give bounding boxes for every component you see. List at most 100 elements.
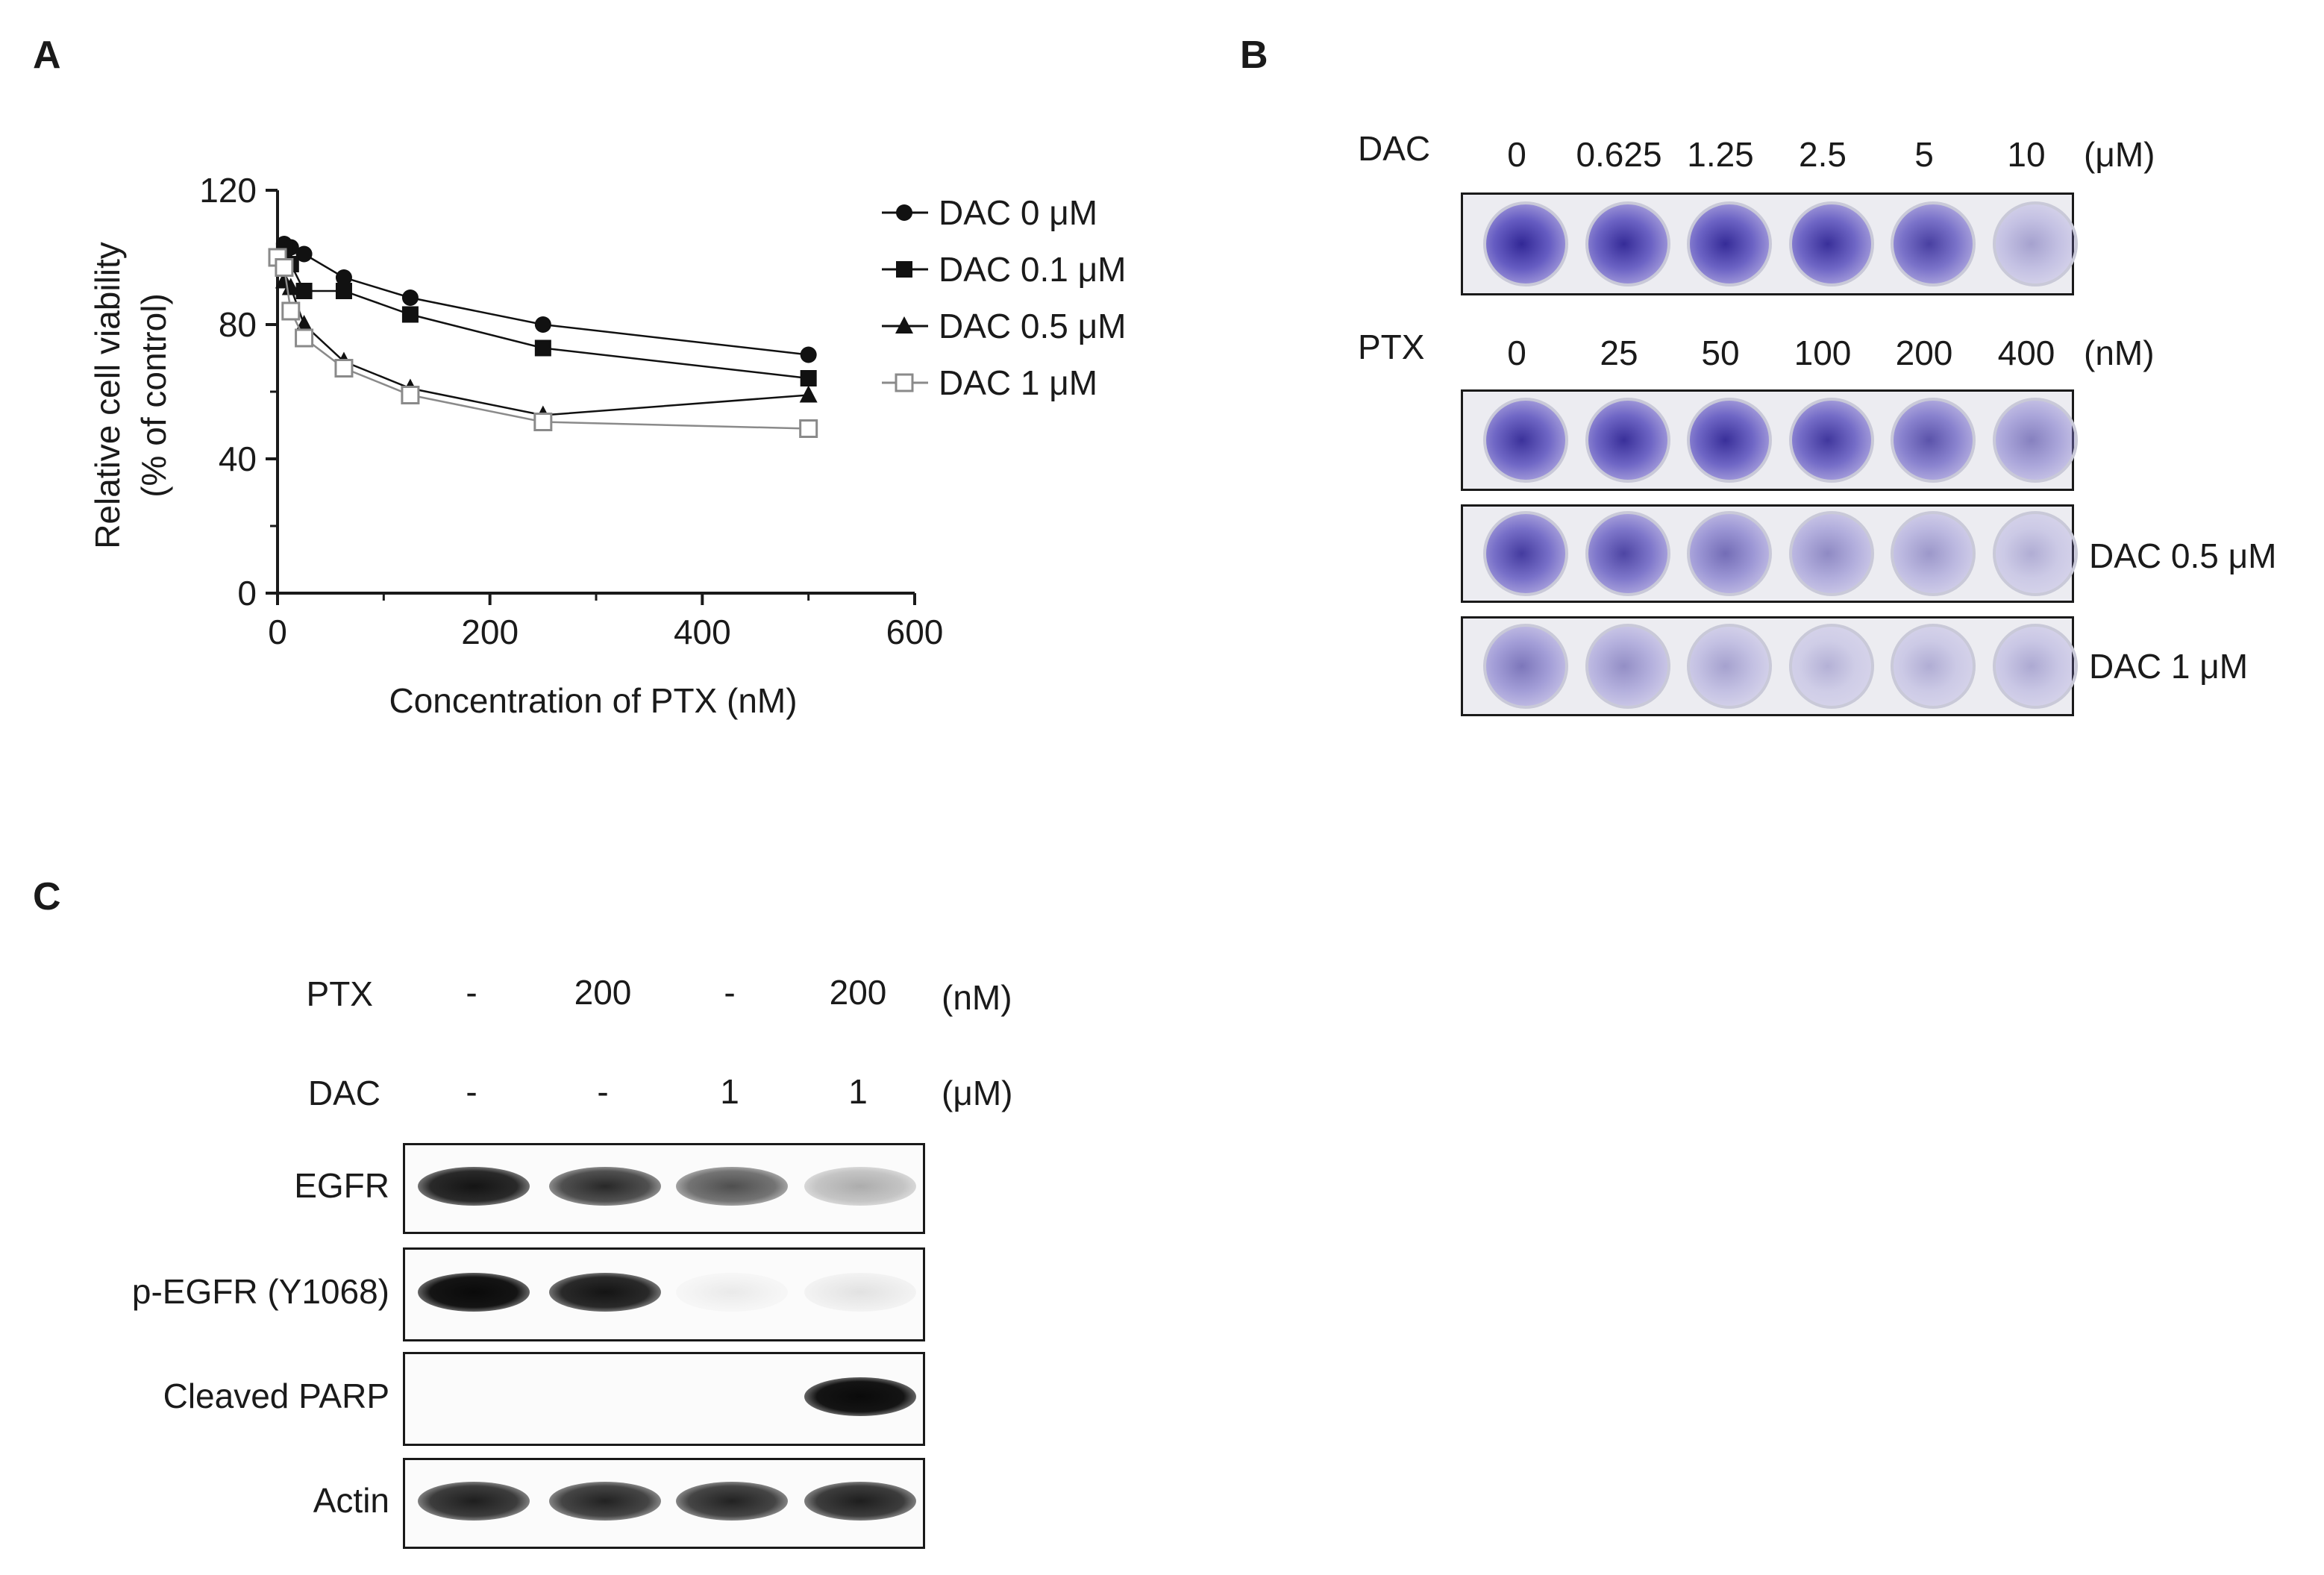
series-3-point (295, 328, 314, 348)
y-axis-label-line1: Relative cell viability (88, 242, 127, 549)
culture-well (1993, 398, 2078, 483)
ptx-dose-label: 25 (1600, 334, 1638, 372)
culture-well (1891, 624, 1976, 709)
series-1-point (295, 283, 313, 299)
ptx-dac05-plate (1461, 504, 2078, 603)
culture-well (1483, 511, 1568, 596)
blot-row-label: p-EGFR (Y1068) (131, 1272, 389, 1311)
culture-well (1687, 201, 1772, 286)
ptx-row-label: PTX (1358, 328, 1425, 366)
culture-well (1585, 511, 1670, 596)
series-3-point (334, 359, 354, 378)
ptx-dose-label: 400 (1997, 334, 2055, 372)
culture-well (1687, 624, 1772, 709)
blot-ptx-value: 200 (574, 973, 632, 1012)
ptx-unit-label: (nM) (2084, 334, 2155, 372)
ptx-dose-label: 200 (1895, 334, 1953, 372)
blot-band (804, 1273, 916, 1312)
culture-well (1585, 201, 1670, 286)
blot-band (804, 1167, 916, 1206)
panel-label-a: A (33, 34, 61, 77)
culture-well (1483, 624, 1568, 709)
blot-band (418, 1273, 530, 1312)
blot-ptx-unit: (nM) (942, 978, 1012, 1017)
culture-well (1993, 624, 2078, 709)
blot-dac-value: - (597, 1072, 609, 1111)
ptx-dose-label: 100 (1794, 334, 1852, 372)
blot-row-label: EGFR (294, 1166, 389, 1205)
blot-ptx-value: - (724, 973, 736, 1012)
culture-well (1483, 201, 1568, 286)
blot-band (676, 1273, 788, 1312)
blot-strip (403, 1352, 925, 1446)
dac-dose-label: 5 (1914, 135, 1934, 174)
culture-well (1993, 511, 2078, 596)
blot-dac-unit: (μM) (942, 1074, 1013, 1112)
blot-band (418, 1482, 530, 1521)
dac-plate (1461, 192, 2078, 295)
blot-band (804, 1377, 916, 1416)
blot-ptx-value: 200 (829, 973, 887, 1012)
dac-row-label: DAC (1358, 129, 1431, 168)
series-1-legend-label: DAC 0.1 μM (939, 250, 1126, 289)
blot-band (549, 1167, 661, 1206)
dac-unit-label: (μM) (2084, 135, 2155, 174)
series-1-point (534, 339, 551, 357)
blot-strip (403, 1247, 925, 1341)
series-0-point (800, 346, 817, 363)
series-0-point (534, 316, 551, 333)
dac-dose-label: 1.25 (1687, 135, 1754, 174)
y-axis-label-line2: (% of control) (134, 293, 173, 498)
plate-side-label-dac1: DAC 1 μM (2089, 647, 2249, 686)
series-3-point (275, 258, 294, 277)
blot-band (676, 1167, 788, 1206)
blot-dac-label: DAC (307, 1074, 380, 1112)
blot-band (549, 1482, 661, 1521)
x-axis-label: Concentration of PTX (nM) (389, 681, 797, 720)
x-tick-label: 600 (886, 613, 944, 651)
y-tick-label: 80 (219, 305, 257, 344)
series-1-legend-marker (896, 261, 912, 278)
blot-dac-value: 1 (720, 1072, 739, 1111)
series-2-point (799, 385, 818, 403)
culture-well (1585, 624, 1670, 709)
culture-well (1993, 201, 2078, 286)
series-1-point (800, 370, 817, 386)
series-0-legend-label: DAC 0 μM (939, 193, 1097, 232)
series-1-point (401, 306, 419, 323)
plate-side-label-dac05: DAC 0.5 μM (2089, 536, 2277, 575)
x-tick-label: 0 (268, 613, 287, 651)
dac-dose-label: 2.5 (1799, 135, 1847, 174)
series-1-line (277, 248, 809, 380)
culture-well (1789, 201, 1874, 286)
culture-well (1891, 398, 1976, 483)
blot-strip (403, 1458, 925, 1549)
culture-well (1687, 511, 1772, 596)
culture-well (1789, 511, 1874, 596)
dac-dose-label: 0 (1507, 135, 1526, 174)
series-3-point (281, 301, 301, 321)
culture-well (1789, 624, 1874, 709)
blot-ptx-label: PTX (306, 974, 373, 1013)
blot-row-label: Cleaved PARP (163, 1377, 389, 1415)
series-0-line (276, 242, 809, 356)
series-3-point (799, 419, 818, 438)
culture-well (1891, 511, 1976, 596)
series-2-point (281, 278, 300, 295)
series-0-legend-marker (896, 204, 912, 221)
ptx-dac1-plate (1461, 616, 2078, 716)
ptx-plate (1461, 389, 2078, 491)
blot-band (549, 1273, 661, 1312)
blot-dac-value: - (466, 1072, 477, 1111)
series-0-point (401, 289, 419, 306)
blot-row-label: Actin (313, 1481, 389, 1520)
culture-well (1687, 398, 1772, 483)
blot-strip (403, 1143, 925, 1234)
dac-dose-label: 10 (2007, 135, 2046, 174)
series-3-point (533, 413, 553, 431)
culture-well (1585, 398, 1670, 483)
y-tick-label: 0 (237, 574, 257, 613)
series-0-point (335, 269, 352, 286)
series-1-point (335, 283, 352, 299)
blot-ptx-value: - (466, 973, 477, 1012)
